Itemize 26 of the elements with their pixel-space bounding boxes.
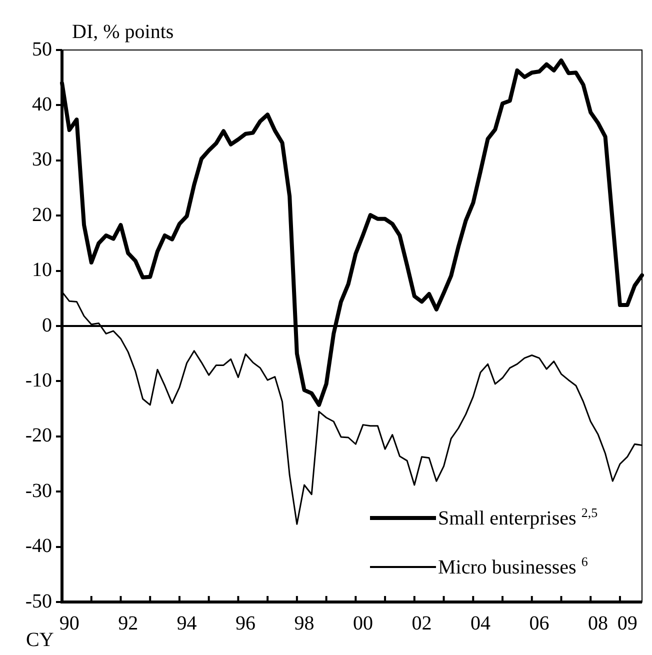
x-tick-label: 98	[294, 612, 314, 634]
y-tick-label: -40	[25, 535, 52, 558]
y-tick-label: 10	[32, 259, 52, 282]
y-tick-label: -10	[25, 369, 52, 392]
x-tick-label: 00	[353, 612, 374, 634]
y-tick-label: -50	[25, 590, 52, 612]
x-tick-label: 06	[529, 612, 550, 634]
x-tick-label: 04	[470, 612, 490, 634]
x-axis-title: CY	[26, 629, 54, 652]
x-tick-label: 96	[236, 612, 256, 634]
x-tick-label: 08	[588, 612, 608, 634]
x-tick-label: 90	[59, 612, 80, 634]
y-tick-label: -30	[25, 480, 52, 502]
y-tick-label: 0	[42, 314, 52, 336]
legend-label: Small enterprises $^{2,5}$	[438, 505, 598, 531]
y-tick-label: 20	[32, 204, 52, 226]
x-tick-label: 09	[617, 612, 638, 634]
y-tick-label: 40	[32, 93, 52, 116]
x-tick-label: 02	[412, 612, 432, 634]
x-tick-label: 94	[176, 612, 197, 634]
y-tick-label: -20	[25, 424, 52, 447]
y-axis-title: DI, % points	[72, 21, 174, 44]
legend-label: Micro businesses $^{6}$	[438, 554, 588, 580]
y-tick-label: 50	[32, 38, 52, 60]
y-tick-label: 30	[32, 148, 52, 171]
x-tick-label: 92	[118, 612, 138, 634]
